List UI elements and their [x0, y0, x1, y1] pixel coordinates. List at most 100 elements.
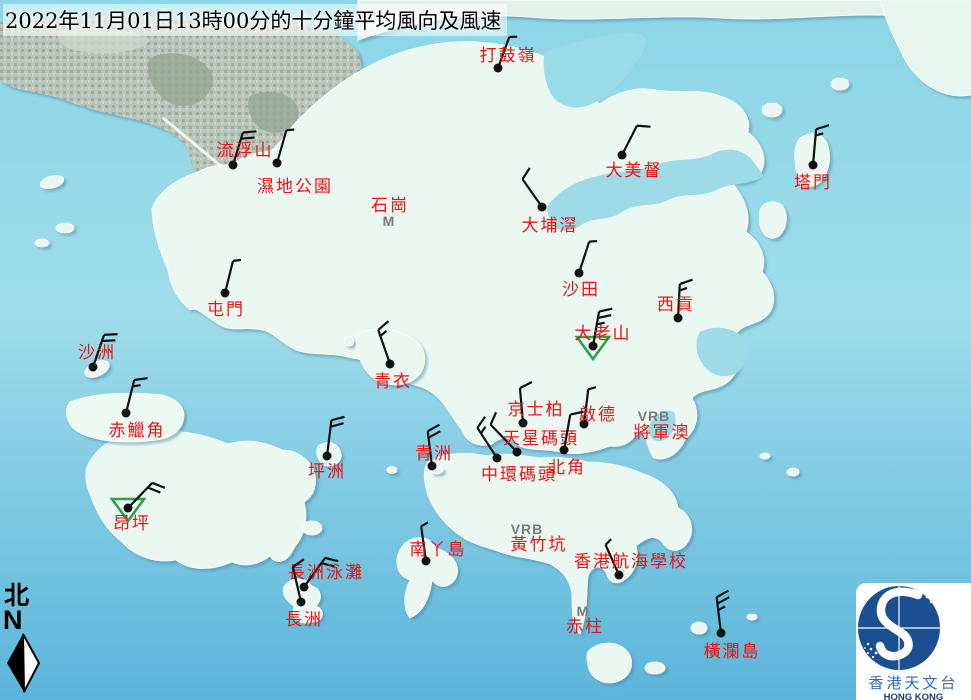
- station-ta-kwu-ling: 打鼓嶺: [480, 35, 535, 73]
- station-dot: [322, 451, 332, 461]
- landmass-northeast-corner: [879, 0, 971, 97]
- wind-barb-feather: [379, 330, 388, 337]
- north-compass: 北 N: [2, 583, 48, 699]
- significant-height-triangle-icon: [109, 497, 147, 524]
- station-label: 將軍澳: [634, 423, 691, 443]
- station-dot: [121, 408, 131, 418]
- station-tai-mei-tuk: 大美督: [606, 124, 663, 181]
- landmass-lantau: [85, 431, 316, 569]
- station-tai-po-kau: 大埔滘: [522, 167, 579, 236]
- wind-barb-feather: [570, 410, 584, 416]
- wind-barb-feather: [716, 596, 730, 605]
- map-title: 2022年11月01日13時00分的十分鐘平均風向及風速: [3, 4, 508, 36]
- wind-barb-feather: [716, 589, 729, 599]
- wind-barb-feather: [324, 556, 339, 563]
- wind-barb-feather: [476, 416, 487, 429]
- wind-barb-feather: [132, 384, 141, 388]
- station-dot: [673, 313, 683, 323]
- wind-barb-staff: [275, 130, 288, 164]
- wind-barb-feather: [717, 605, 726, 612]
- station-dot: [614, 570, 624, 580]
- station-lau-fau-shan: 流浮山: [217, 130, 274, 170]
- station-label: 黃竹坑: [511, 535, 568, 555]
- wind-barb-staff: [420, 526, 428, 562]
- landmass-hk-island: [423, 453, 692, 635]
- station-label: 中環碼頭: [481, 465, 557, 485]
- station-green-island: 青洲: [415, 423, 453, 471]
- station-kai-tak: 啟德: [579, 386, 615, 429]
- compass-north-chinese: 北: [4, 581, 30, 610]
- wind-barb-feather: [519, 381, 533, 390]
- station-dot: [427, 461, 437, 471]
- station-north-point: 北角: [548, 410, 586, 478]
- station-label: 沙田: [562, 280, 600, 300]
- wind-barb-staff: [489, 423, 518, 453]
- wind-barb-staff: [496, 36, 511, 69]
- station-stanley: M赤柱: [566, 603, 602, 637]
- wind-barb-feather: [104, 333, 118, 336]
- wind-barb-feather: [815, 124, 830, 131]
- station-tates-cairn: 大老山: [574, 307, 630, 362]
- station-label: 北角: [548, 458, 586, 478]
- wind-barb-feather: [636, 124, 651, 128]
- hko-name-english: HONG KONG OBSERVATORY: [883, 692, 944, 700]
- station-tsing-yi: 青衣: [374, 320, 412, 392]
- station-dot: [385, 359, 395, 369]
- wind-barb-feather: [679, 278, 693, 286]
- station-cheung-chau-beach: 長洲泳灘: [288, 556, 362, 592]
- wind-barb-feather: [598, 307, 613, 313]
- station-star-ferry: 天星碼頭: [489, 411, 579, 457]
- station-dot: [518, 418, 528, 428]
- wind-barb-feather: [480, 426, 487, 434]
- station-label: 大美督: [606, 161, 663, 181]
- wind-barb-feather: [427, 423, 441, 433]
- station-label: 天星碼頭: [503, 429, 579, 449]
- station-cheung-chau: 長洲: [285, 558, 323, 630]
- station-shek-kong: M石崗: [371, 196, 407, 229]
- station-label: 赤鱲角: [109, 421, 166, 441]
- station-dot: [493, 63, 503, 73]
- station-label: 流浮山: [217, 141, 274, 161]
- station-label: 橫瀾島: [704, 642, 761, 662]
- station-central-pier: 中環碼頭: [476, 416, 557, 485]
- station-dot: [537, 202, 547, 212]
- station-label: 青洲: [415, 444, 453, 464]
- wind-barb-feather: [679, 286, 688, 292]
- wind-barb-feather: [101, 339, 116, 343]
- station-dot: [220, 288, 230, 298]
- station-label: 屯門: [207, 300, 245, 320]
- station-label: 長洲: [285, 610, 323, 630]
- station-label: 濕地公園: [257, 177, 333, 197]
- station-waglan-island: 橫瀾島: [704, 589, 761, 662]
- station-label: 青衣: [374, 372, 412, 392]
- significant-height-triangle-icon: [574, 335, 612, 362]
- station-hk-sea-school: 香港航海學校: [574, 538, 686, 580]
- hko-name-chinese: 香港天文台: [868, 674, 959, 692]
- wind-barb-feather: [321, 562, 335, 568]
- station-label: 京士柏: [508, 400, 565, 420]
- wind-barb-feather: [589, 239, 598, 243]
- water-starling-inlet: [543, 32, 647, 108]
- hko-emblem-icon: [858, 586, 940, 670]
- station-label: 昂坪: [113, 514, 151, 534]
- wind-barb-feather: [377, 320, 390, 331]
- wind-barb-staff: [518, 388, 525, 424]
- wind-barb-feather: [587, 386, 597, 391]
- wind-barb-feather: [489, 411, 498, 426]
- station-tuen-mun: 屯門: [207, 258, 245, 320]
- station-dot: [421, 556, 431, 566]
- landmass-islands: [34, 77, 850, 684]
- station-dot: [88, 362, 98, 372]
- wind-barb-feather: [331, 415, 345, 422]
- station-dot: [559, 445, 569, 455]
- water-tolo-harbour: [547, 149, 764, 231]
- wind-barb-feather: [286, 128, 295, 132]
- station-dot: [492, 453, 502, 463]
- wind-barb-feather: [242, 130, 257, 134]
- station-dot: [272, 158, 282, 168]
- station-dot: [299, 582, 309, 592]
- station-label: 大埔滘: [522, 216, 579, 236]
